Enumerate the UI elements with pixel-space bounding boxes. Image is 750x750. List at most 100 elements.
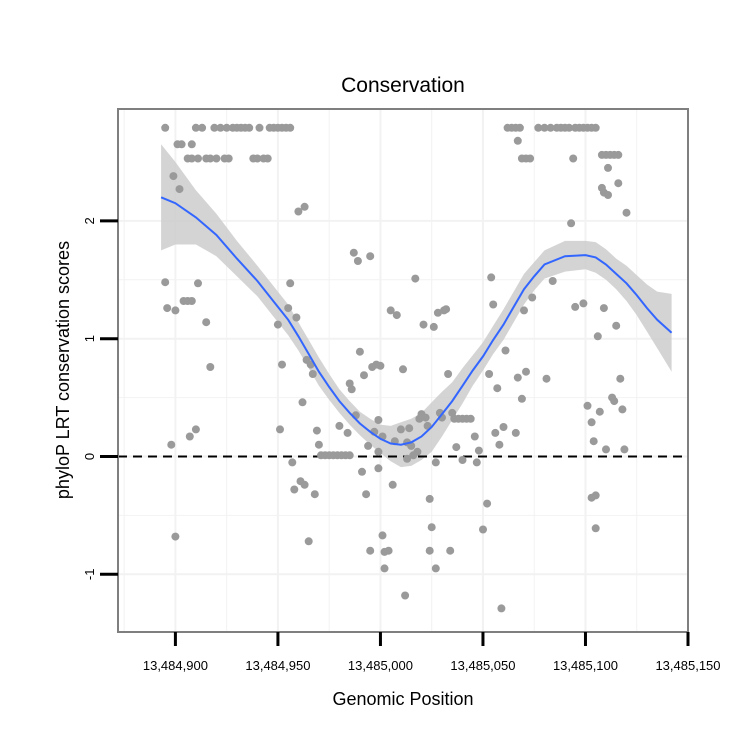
x-axis-title: Genomic Position [332, 689, 473, 709]
data-point [298, 398, 307, 407]
data-point [314, 440, 323, 449]
data-point [362, 490, 371, 499]
data-point [579, 299, 588, 308]
data-point [286, 279, 295, 288]
data-point [286, 123, 295, 132]
data-point [427, 523, 436, 532]
data-point [548, 277, 557, 285]
y-tick-label: -1 [82, 569, 97, 581]
x-tick-label: 13,485,000 [348, 658, 413, 673]
data-point [407, 441, 416, 450]
data-point [515, 123, 524, 132]
x-axis: 13,484,900 13,484,950 13,485,000 13,485,050… [143, 632, 721, 673]
data-point [470, 432, 479, 441]
data-point [614, 150, 623, 159]
data-point [616, 374, 625, 383]
data-point [526, 154, 535, 163]
data-point [376, 361, 385, 370]
data-point [345, 451, 354, 460]
data-point [413, 447, 422, 456]
data-point [388, 480, 397, 489]
data-point [292, 313, 301, 322]
data-point [403, 454, 412, 463]
data-point [224, 154, 233, 163]
data-point [194, 154, 202, 163]
x-tick-label: 13,484,900 [143, 658, 208, 673]
data-point [401, 591, 410, 600]
data-point [501, 346, 510, 355]
data-point [210, 123, 219, 132]
data-point [206, 154, 215, 163]
data-point [374, 416, 383, 424]
data-point [513, 373, 522, 382]
data-point [187, 297, 196, 305]
data-point [300, 480, 309, 489]
data-point [446, 546, 455, 555]
data-point [161, 278, 170, 287]
data-point [308, 370, 317, 378]
data-point [425, 546, 434, 555]
data-point [513, 136, 522, 145]
data-points [161, 123, 631, 613]
data-point [491, 428, 500, 437]
data-point [378, 531, 387, 540]
data-point [497, 604, 506, 613]
data-point [263, 154, 272, 163]
smooth-line [160, 196, 673, 446]
x-tick-label: 13,484,950 [245, 658, 310, 673]
data-point [489, 300, 498, 309]
data-point [583, 401, 592, 410]
data-point [591, 123, 600, 132]
data-point [310, 490, 319, 499]
chart-title: Conservation [341, 74, 465, 97]
data-point [604, 163, 612, 172]
data-point [405, 424, 414, 433]
loess-smooth-line [160, 196, 673, 446]
data-point [392, 311, 401, 320]
data-point [487, 273, 496, 282]
data-point [222, 123, 231, 132]
y-axis-title: phyloP LRT conservation scores [53, 241, 73, 499]
data-point [520, 306, 528, 315]
data-point [452, 443, 461, 452]
data-point [599, 304, 608, 313]
data-point [169, 172, 178, 181]
data-point [360, 371, 368, 380]
data-point [255, 123, 264, 132]
data-point [380, 564, 389, 573]
data-point [187, 140, 196, 149]
data-point [444, 370, 453, 378]
data-point [522, 367, 530, 376]
grid-lines [118, 109, 688, 632]
data-point [485, 370, 494, 378]
data-point [591, 491, 600, 500]
data-point [187, 154, 196, 163]
data-point [185, 432, 194, 441]
data-point [610, 397, 619, 406]
data-point [411, 274, 420, 283]
data-point [602, 445, 610, 454]
data-point [245, 123, 254, 132]
data-point [163, 304, 172, 313]
y-tick-label: 1 [82, 335, 97, 342]
data-point [343, 428, 352, 437]
data-point [433, 308, 442, 317]
data-point [569, 154, 578, 163]
data-point [290, 485, 299, 494]
data-point [374, 447, 383, 456]
data-point [206, 363, 215, 371]
data-point [396, 425, 405, 434]
data-point [191, 123, 200, 132]
data-point [202, 318, 211, 327]
data-point [167, 440, 176, 449]
data-point [312, 426, 321, 435]
data-point [253, 154, 262, 163]
data-point [511, 428, 520, 437]
data-point [571, 302, 580, 311]
data-point [273, 320, 282, 329]
x-tick-label: 13,485,150 [655, 658, 720, 673]
data-point [534, 123, 543, 132]
data-point [278, 360, 286, 369]
data-point [593, 332, 602, 341]
